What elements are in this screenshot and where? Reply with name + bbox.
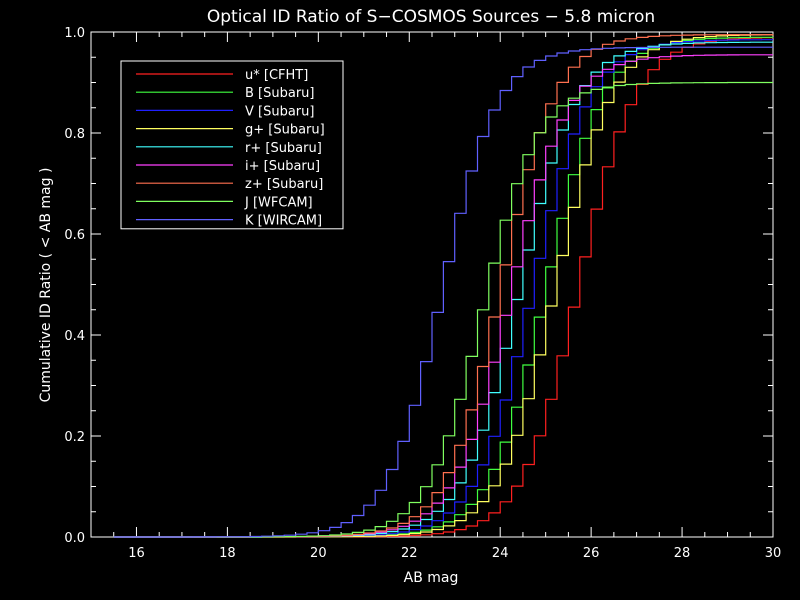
x-tick-label: 18 xyxy=(219,546,236,561)
x-tick-label: 20 xyxy=(310,546,327,561)
legend-label: i+ [Subaru] xyxy=(245,159,320,174)
y-axis-label: Cumulative ID Ratio ( < AB mag ) xyxy=(38,168,54,403)
series-line xyxy=(113,46,773,538)
chart-title: Optical ID Ratio of S−COSMOS Sources − 5… xyxy=(207,7,655,27)
y-tick-label: 0.8 xyxy=(64,127,85,142)
legend-label: K [WIRCAM] xyxy=(245,214,322,229)
legend-label: g+ [Subaru] xyxy=(245,123,325,138)
legend: u* [CFHT] B [Subaru] V [Subaru] g+ [Subaru]… xyxy=(120,60,344,230)
x-tick-label: 28 xyxy=(674,546,691,561)
x-tick-label: 30 xyxy=(765,546,782,561)
y-tick-label: 0.4 xyxy=(64,329,85,344)
y-tick-label: 0.6 xyxy=(64,228,85,243)
legend-label: B [Subaru] xyxy=(245,86,315,101)
legend-label: r+ [Subaru] xyxy=(245,141,322,156)
x-tick-label: 24 xyxy=(492,546,509,561)
plot-frame xyxy=(90,31,774,538)
x-tick-label: 22 xyxy=(401,546,418,561)
x-axis-label: AB mag xyxy=(404,570,459,586)
legend-label: z+ [Subaru] xyxy=(245,177,323,192)
legend-box xyxy=(120,60,344,230)
x-tick-label: 16 xyxy=(128,546,145,561)
y-tick-label: 1.0 xyxy=(64,26,85,41)
y-tick-label: 0.2 xyxy=(64,430,85,445)
plot-area: 16 18 20 22 24 26 28 30 0.0 0.2 0.4 0.6 0.8 1.0 xyxy=(64,26,781,561)
legend-label: J [WFCAM] xyxy=(244,195,313,210)
legend-label: u* [CFHT] xyxy=(245,68,308,83)
x-tick-label: 26 xyxy=(583,546,600,561)
legend-label: V [Subaru] xyxy=(245,104,314,119)
y-tick-label: 0.0 xyxy=(64,531,85,546)
